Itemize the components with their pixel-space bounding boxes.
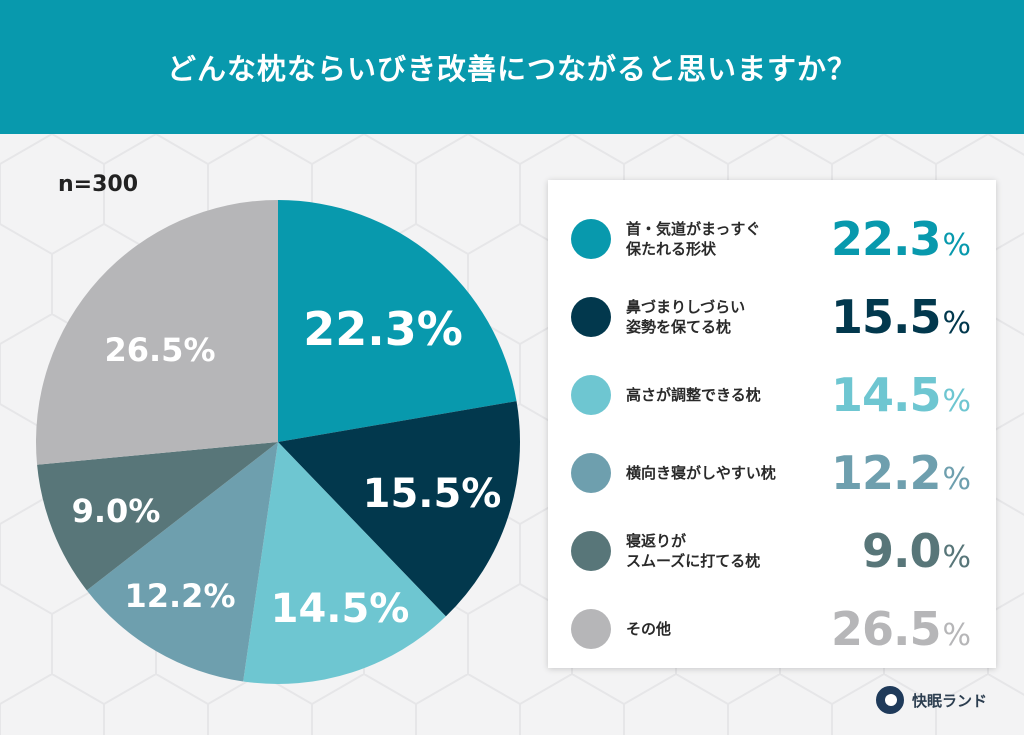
slice-label-4: 12.2% (124, 577, 235, 615)
legend-item: 寝返りが スムーズに打てる枕 9.0% (548, 512, 996, 590)
slice-label-5: 9.0% (72, 492, 161, 530)
legend-label: その他 (626, 620, 672, 638)
brand-logo-area: 快眠ランド (876, 686, 987, 714)
brand-logo-icon (876, 686, 904, 714)
legend-item: 首・気道がまっすぐ 保たれる形状 22.3% (548, 200, 996, 278)
legend-panel: 首・気道がまっすぐ 保たれる形状 22.3% 鼻づまりしづらい 姿勢を保てる枕 15… (548, 180, 996, 668)
pie-slice-4 (86, 442, 278, 682)
legend-label: 鼻づまりしづらい 姿勢を保てる枕 (626, 298, 746, 336)
legend-label: 首・気道がまっすぐ 保たれる形状 (626, 220, 761, 258)
legend-value: 9.0% (861, 524, 971, 578)
legend-swatch-icon (571, 531, 611, 571)
legend-label: 横向き寝がしやすい枕 (626, 464, 776, 482)
pie-slice-1 (278, 200, 517, 442)
legend-swatch-icon (571, 375, 611, 415)
title-banner: どんな枕ならいびき改善につながると思いますか？ (0, 0, 1024, 134)
legend-swatch-icon (571, 453, 611, 493)
pie-slice-6 (35, 199, 278, 465)
legend-item: 横向き寝がしやすい枕 12.2% (548, 434, 996, 512)
legend-item: 高さが調整できる枕 14.5% (548, 356, 996, 434)
pie-slice-3 (243, 442, 446, 684)
legend-swatch-icon (571, 609, 611, 649)
pie-slice-5 (37, 442, 278, 591)
legend-swatch-icon (571, 297, 611, 337)
legend-value: 12.2% (830, 446, 971, 500)
slice-label-3: 14.5% (271, 586, 410, 632)
slice-label-6: 26.5% (104, 331, 215, 369)
slice-label-1: 22.3% (303, 302, 463, 356)
pie-slice-2 (278, 401, 520, 617)
legend-value: 15.5% (830, 290, 971, 344)
slice-label-2: 15.5% (363, 471, 502, 517)
legend-value: 22.3% (830, 212, 971, 266)
brand-name: 快眠ランド (912, 691, 988, 710)
legend-swatch-icon (571, 219, 611, 259)
legend-item: 鼻づまりしづらい 姿勢を保てる枕 15.5% (548, 278, 996, 356)
sample-size-label: n=300 (58, 172, 139, 197)
legend-value: 14.5% (830, 368, 971, 422)
legend-label: 寝返りが スムーズに打てる枕 (626, 532, 761, 570)
legend-value: 26.5% (830, 602, 971, 656)
legend-item: その他 26.5% (548, 590, 996, 668)
chart-title: どんな枕ならいびき改善につながると思いますか？ (166, 52, 857, 86)
legend-label: 高さが調整できる枕 (626, 386, 761, 404)
